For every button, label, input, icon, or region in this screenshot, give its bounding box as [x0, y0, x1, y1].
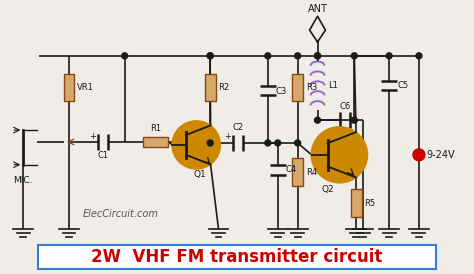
Circle shape	[416, 53, 422, 59]
Bar	[205, 74, 216, 101]
Text: L1: L1	[328, 81, 338, 90]
Text: ElecCircuit.com: ElecCircuit.com	[83, 209, 159, 219]
Circle shape	[315, 53, 320, 59]
Circle shape	[386, 53, 392, 59]
Text: ANT: ANT	[308, 4, 328, 14]
Text: VR1: VR1	[76, 83, 93, 92]
Text: 2W  VHF FM transmitter circuit: 2W VHF FM transmitter circuit	[91, 248, 383, 266]
Text: C4: C4	[285, 165, 296, 174]
Text: +: +	[90, 132, 96, 141]
Circle shape	[295, 140, 301, 146]
Bar	[292, 158, 303, 185]
Text: R1: R1	[150, 124, 161, 133]
Text: R4: R4	[306, 168, 317, 177]
Circle shape	[315, 117, 320, 123]
Circle shape	[207, 53, 213, 59]
Text: MIC.: MIC.	[14, 176, 33, 185]
Circle shape	[265, 53, 271, 59]
FancyBboxPatch shape	[38, 245, 436, 269]
Text: C1: C1	[97, 151, 109, 160]
Bar	[143, 136, 168, 147]
Bar	[64, 74, 74, 101]
Circle shape	[351, 53, 357, 59]
Circle shape	[207, 140, 213, 146]
Bar	[351, 189, 362, 217]
Circle shape	[173, 121, 220, 169]
Circle shape	[275, 140, 281, 146]
Text: C5: C5	[398, 81, 409, 90]
Text: Q2: Q2	[321, 185, 334, 194]
Text: C6: C6	[340, 102, 351, 111]
Text: C2: C2	[232, 122, 244, 132]
Bar	[292, 74, 303, 101]
Text: Q1: Q1	[194, 170, 207, 179]
Circle shape	[413, 149, 425, 161]
Circle shape	[311, 127, 367, 182]
Text: +: +	[225, 132, 231, 141]
Text: R5: R5	[365, 199, 375, 208]
Text: C3: C3	[275, 87, 286, 96]
Circle shape	[295, 53, 301, 59]
Circle shape	[351, 117, 357, 123]
Text: R3: R3	[306, 83, 317, 92]
Circle shape	[122, 53, 128, 59]
Circle shape	[207, 53, 213, 59]
Text: 9-24V: 9-24V	[427, 150, 455, 160]
Circle shape	[265, 140, 271, 146]
Circle shape	[315, 53, 320, 59]
Text: R2: R2	[219, 83, 229, 92]
